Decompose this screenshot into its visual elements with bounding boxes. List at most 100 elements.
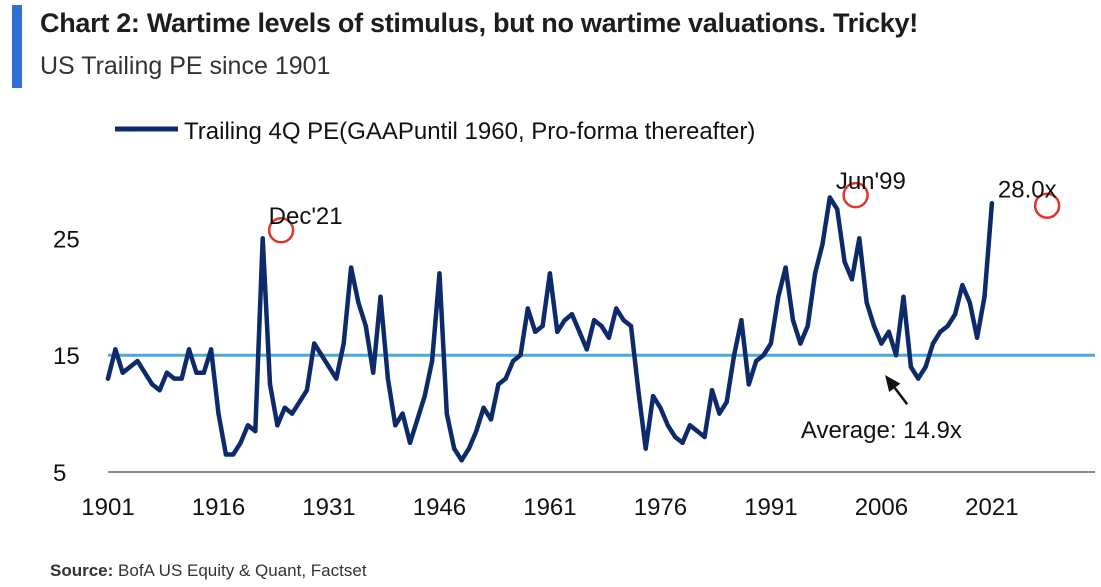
data-point	[805, 323, 810, 329]
data-point	[547, 271, 553, 276]
x-tick-label: 2006	[855, 494, 908, 521]
data-point	[113, 347, 118, 352]
circle-markers	[267, 181, 1061, 244]
legend: Trailing 4Q PE(GAAPuntil 1960, Pro-forma…	[115, 118, 755, 145]
data-point	[415, 417, 420, 422]
series-points	[105, 195, 995, 463]
x-tick-label: 1916	[192, 494, 245, 521]
data-point	[120, 370, 125, 375]
data-point	[466, 446, 472, 451]
data-point	[238, 440, 243, 445]
data-point	[827, 195, 833, 200]
x-tick-label: 1901	[81, 494, 134, 521]
data-point	[739, 317, 744, 323]
data-point	[555, 329, 560, 335]
data-point	[149, 382, 155, 387]
data-point	[945, 323, 950, 329]
data-point	[643, 446, 648, 451]
data-point	[908, 364, 914, 370]
source-label: Source:	[50, 561, 114, 580]
data-point	[370, 370, 376, 375]
data-point	[857, 236, 862, 241]
data-point	[429, 358, 435, 364]
annotations: Dec'21 Jun'99 28.0x	[269, 168, 1057, 230]
data-point	[525, 306, 531, 311]
data-point	[967, 300, 972, 305]
data-point	[533, 329, 538, 335]
legend-label: Trailing 4Q PE(GAAPuntil 1960, Pro-forma…	[184, 118, 755, 145]
data-point	[488, 417, 494, 422]
data-point	[231, 452, 236, 457]
data-point	[142, 370, 148, 375]
data-point	[407, 440, 413, 445]
data-point	[297, 399, 302, 405]
data-point	[812, 271, 818, 276]
data-point	[930, 341, 936, 346]
data-point	[658, 405, 663, 410]
data-point	[127, 364, 133, 370]
data-point	[938, 329, 943, 335]
data-point	[444, 411, 450, 416]
x-tick-label: 1991	[744, 494, 797, 521]
data-point	[717, 411, 722, 416]
source-note: Source: BofA US Equity & Quant, Factset	[50, 561, 367, 581]
data-point	[584, 347, 589, 352]
data-point	[798, 341, 803, 346]
data-point	[695, 428, 700, 434]
data-point	[776, 294, 781, 299]
x-tick-label: 1961	[523, 494, 576, 521]
x-tick-label: 1931	[302, 494, 355, 521]
data-point	[459, 458, 464, 463]
data-point	[348, 265, 354, 270]
data-point	[886, 329, 891, 335]
data-point	[245, 423, 251, 428]
data-point	[702, 434, 707, 440]
data-point	[385, 376, 391, 381]
accent-bar	[12, 5, 22, 88]
data-point	[709, 388, 715, 393]
x-axis: 1901 1916 1931 1946 1961 1976 1991 2006 2021	[81, 471, 1095, 521]
data-point	[820, 242, 825, 247]
source-text: BofA US Equity & Quant, Factset	[118, 561, 367, 580]
annotation-label: Dec'21	[269, 203, 343, 230]
average-label: Average: 14.9x	[801, 417, 962, 444]
data-point	[783, 265, 788, 270]
data-point	[989, 201, 995, 206]
highlight-circle	[1033, 192, 1061, 219]
data-point	[400, 411, 405, 416]
data-point	[208, 347, 214, 352]
data-point	[164, 370, 170, 375]
data-point	[356, 300, 361, 305]
arrow-shaft	[893, 387, 909, 406]
data-point	[510, 358, 516, 364]
data-point	[334, 376, 339, 381]
data-point	[591, 317, 597, 323]
pe-chart: Trailing 4Q PE(GAAPuntil 1960, Pro-forma…	[53, 118, 1095, 521]
data-point	[378, 294, 383, 299]
data-point	[636, 388, 641, 393]
data-point	[724, 399, 729, 405]
data-point	[201, 370, 206, 375]
y-tick-label: 15	[53, 343, 80, 370]
data-point	[326, 364, 332, 370]
data-point	[341, 341, 346, 346]
data-point	[746, 382, 752, 387]
data-point	[216, 411, 221, 416]
data-point	[790, 317, 796, 323]
annotation-label: 28.0x	[998, 176, 1057, 203]
data-point	[650, 393, 656, 399]
y-tick-label: 25	[53, 226, 80, 253]
data-point	[481, 405, 486, 410]
data-point	[503, 376, 508, 381]
data-point	[923, 364, 928, 370]
data-point	[194, 370, 199, 375]
data-point	[363, 323, 368, 329]
data-point	[731, 353, 737, 358]
data-point	[105, 376, 111, 381]
data-point	[753, 358, 759, 364]
arrow-head	[885, 375, 901, 393]
data-point	[319, 353, 324, 358]
y-axis: 5 15 25	[53, 226, 80, 487]
data-point	[275, 423, 280, 428]
data-point	[223, 452, 229, 457]
